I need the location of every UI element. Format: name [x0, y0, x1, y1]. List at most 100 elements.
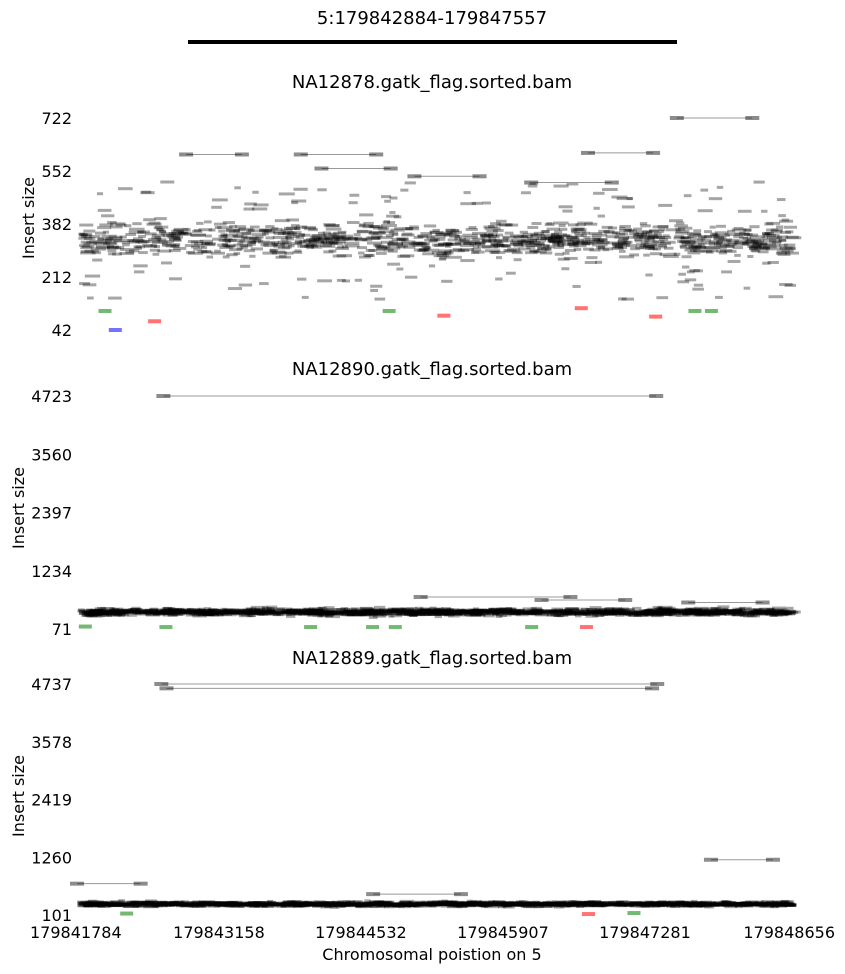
- read-pair: [739, 232, 750, 236]
- read-pair: [687, 234, 694, 238]
- read-pair: [360, 607, 374, 611]
- read-pair: [690, 239, 704, 243]
- read-pair: [320, 240, 327, 244]
- read-pair: [771, 244, 781, 248]
- read-pair: [768, 613, 777, 617]
- read-pair: [443, 900, 454, 904]
- read-pair: [651, 904, 666, 908]
- read-pair: [155, 609, 168, 613]
- read-pair: [588, 901, 605, 905]
- read-pair: [466, 611, 482, 615]
- read-pair: [107, 246, 118, 250]
- read-pair: [443, 613, 455, 617]
- read-pair: [167, 607, 184, 611]
- read-pair: [440, 900, 453, 904]
- read-pair: [683, 902, 691, 906]
- read-pair: [518, 247, 531, 251]
- read-pair: [724, 902, 738, 906]
- read-pair: [770, 902, 787, 906]
- read-pair: [224, 237, 233, 241]
- read-pair: [315, 901, 328, 905]
- read-pair: [745, 902, 760, 906]
- panel-1-ytick: 42: [52, 321, 72, 340]
- read-pair: [375, 248, 385, 252]
- read-pair: [317, 903, 332, 907]
- read-pair: [367, 904, 378, 908]
- read-pair: [762, 261, 771, 265]
- read-pair: [659, 237, 669, 241]
- read-pair: [320, 241, 335, 245]
- read-pair: [358, 903, 372, 907]
- read-pair: [322, 610, 334, 614]
- read-pair: [558, 224, 566, 228]
- read-pair: [199, 900, 215, 904]
- read-pair: [543, 610, 554, 614]
- read-pair: [247, 901, 259, 905]
- highlight-read-green: [120, 911, 134, 916]
- read-pair: [132, 901, 145, 905]
- read-pair: [603, 609, 620, 613]
- read-pair: [132, 611, 142, 615]
- read-pair: [753, 242, 760, 246]
- read-pair: [669, 903, 677, 907]
- read-pair: [596, 611, 609, 615]
- read-pair: [686, 904, 694, 908]
- read-pair: [724, 609, 737, 613]
- read-pair: [628, 902, 636, 906]
- read-pair: [481, 239, 497, 243]
- read-pair: [535, 902, 543, 906]
- read-pair: [299, 610, 313, 614]
- read-pair: [732, 613, 743, 617]
- read-pair: [470, 903, 478, 907]
- read-pair: [758, 609, 767, 613]
- read-pair: [352, 611, 366, 615]
- read-pair: [712, 607, 720, 611]
- read-pair: [584, 222, 598, 226]
- read-pair: [749, 901, 759, 905]
- read-pair: [615, 611, 631, 615]
- read-pair: [140, 902, 156, 906]
- read-pair: [384, 903, 397, 907]
- x-tick-label: 179848656: [743, 923, 835, 942]
- read-pair: [463, 610, 478, 614]
- read-pair: [634, 239, 643, 243]
- read-pair: [649, 901, 666, 905]
- read-pair: [505, 607, 512, 611]
- read-pair: [340, 901, 348, 905]
- read-pair: [684, 611, 701, 615]
- read-pair: [111, 608, 120, 612]
- read-pair: [196, 901, 212, 905]
- read-pair: [533, 905, 542, 909]
- read-pair: [508, 610, 519, 614]
- read-pair: [714, 902, 726, 906]
- read-pair: [785, 251, 799, 255]
- read-pair: [203, 610, 211, 614]
- read-pair: [439, 610, 452, 614]
- read-pair: [665, 612, 677, 616]
- read-pair: [125, 250, 135, 254]
- read-pair: [703, 903, 712, 907]
- read-pair: [331, 901, 339, 905]
- read-pair: [593, 901, 603, 905]
- read-pair: [324, 612, 338, 616]
- read-pair: [97, 610, 106, 614]
- outlier-read: [755, 600, 770, 605]
- read-pair: [431, 612, 448, 616]
- read-pair: [163, 902, 173, 906]
- read-pair: [538, 609, 554, 613]
- read-pair: [531, 221, 542, 225]
- read-pair: [602, 248, 610, 252]
- read-pair: [681, 242, 694, 246]
- read-pair: [153, 901, 169, 905]
- read-pair: [472, 237, 486, 241]
- read-pair: [603, 903, 617, 907]
- read-pair: [621, 205, 635, 209]
- read-pair: [639, 903, 647, 907]
- read-pair: [533, 250, 547, 254]
- read-pair: [415, 608, 424, 612]
- read-pair: [196, 903, 211, 907]
- read-pair: [377, 610, 385, 614]
- read-pair: [577, 610, 585, 614]
- read-pair: [83, 613, 93, 617]
- read-pair: [196, 613, 211, 617]
